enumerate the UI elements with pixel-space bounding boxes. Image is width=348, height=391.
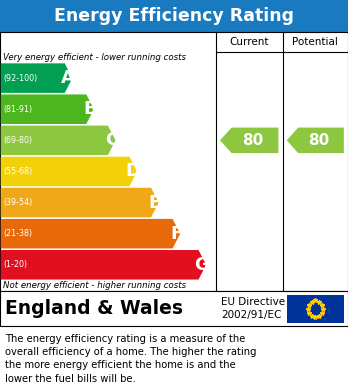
Text: (21-38): (21-38) [3, 229, 33, 238]
Text: B: B [83, 100, 96, 118]
Polygon shape [1, 63, 72, 93]
Text: D: D [125, 162, 140, 181]
Polygon shape [1, 188, 159, 217]
Bar [0, 291, 348, 326]
Text: (55-68): (55-68) [3, 167, 33, 176]
Polygon shape [1, 219, 180, 248]
Text: EU Directive
2002/91/EC: EU Directive 2002/91/EC [221, 297, 285, 321]
Bar [287, 295, 344, 323]
Polygon shape [1, 250, 206, 280]
Polygon shape [1, 126, 116, 155]
Bar [0, 32, 348, 291]
Polygon shape [1, 157, 137, 186]
Text: 80: 80 [308, 133, 329, 148]
Text: Very energy efficient - lower running costs: Very energy efficient - lower running co… [3, 52, 186, 62]
Polygon shape [287, 127, 344, 153]
Text: (39-54): (39-54) [3, 198, 33, 207]
Text: C: C [105, 131, 118, 149]
Text: (81-91): (81-91) [3, 105, 33, 114]
Text: G: G [195, 256, 209, 274]
Polygon shape [220, 127, 278, 153]
Text: Not energy efficient - higher running costs: Not energy efficient - higher running co… [3, 281, 186, 291]
Text: Current: Current [229, 37, 269, 47]
Text: Potential: Potential [292, 37, 338, 47]
Bar [0, 0, 348, 32]
Text: F: F [170, 225, 182, 243]
Polygon shape [1, 95, 94, 124]
Text: 80: 80 [242, 133, 263, 148]
Text: A: A [61, 69, 75, 87]
Text: The energy efficiency rating is a measure of the
overall efficiency of a home. T: The energy efficiency rating is a measur… [5, 334, 257, 384]
Text: England & Wales: England & Wales [5, 300, 183, 318]
Text: (92-100): (92-100) [3, 74, 38, 83]
Text: Energy Efficiency Rating: Energy Efficiency Rating [54, 7, 294, 25]
Text: (1-20): (1-20) [3, 260, 27, 269]
Text: E: E [148, 194, 161, 212]
Text: (69-80): (69-80) [3, 136, 33, 145]
